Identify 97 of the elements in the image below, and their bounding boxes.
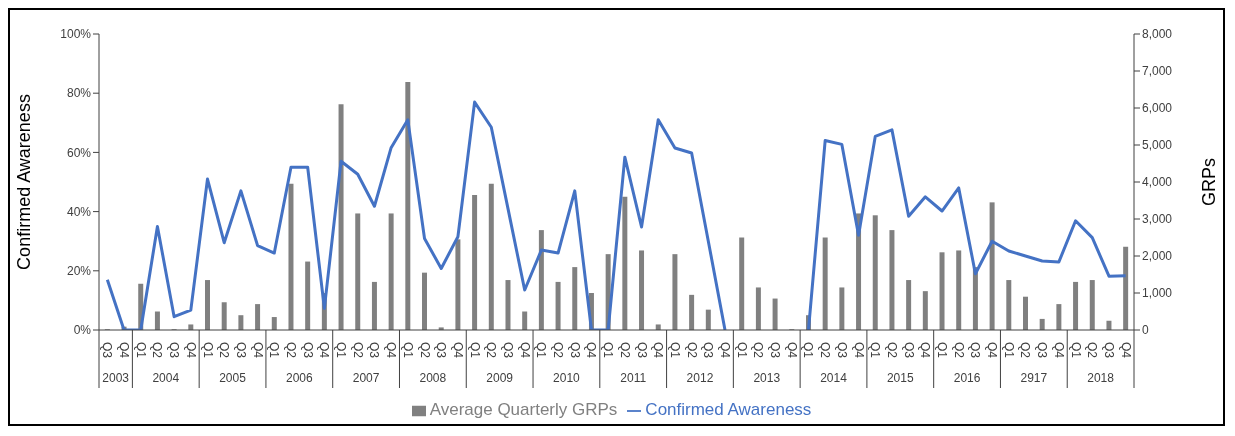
x-tick-label: Q2 [1018, 342, 1033, 359]
text: 2003 [102, 371, 130, 385]
x-tick-label: Q1 [400, 342, 415, 359]
text: 2007 [352, 371, 380, 385]
text: 2013 [753, 371, 781, 385]
x-tick-label: Q1 [1001, 342, 1016, 359]
x-tick-label: Q3 [1035, 342, 1050, 359]
x-tick-label: Q2 [617, 342, 632, 359]
x-tick-label: Q2 [684, 342, 699, 359]
x-tick-label: Q3 [434, 342, 449, 359]
x-tick-label: Q4 [784, 342, 799, 359]
x-tick-label: Q3 [768, 342, 783, 359]
x-tick-label: Q3 [567, 342, 582, 359]
y-tick-label: 100% [60, 27, 92, 42]
y-axis-title: Confirmed Awareness [14, 94, 35, 270]
x-tick-label: Q4 [918, 342, 933, 359]
x-tick-label: Q4 [384, 342, 399, 359]
y2-tick-label: 1,000 [1142, 286, 1173, 301]
text: 2018 [1087, 371, 1115, 385]
text: 2011 [620, 371, 647, 385]
x-tick-label: Q2 [350, 342, 365, 359]
text: 2015 [886, 371, 914, 385]
x-tick-label: Q4 [117, 342, 132, 359]
x-tick-label: Q3 [100, 342, 115, 359]
legend-label: Average Quarterly GRPs [429, 400, 618, 419]
x-tick-label: Q2 [818, 342, 833, 359]
x-tick-label: Q2 [551, 342, 566, 359]
text: 2012 [686, 371, 714, 385]
x-tick-label: Q3 [834, 342, 849, 359]
y2-tick-label: 5,000 [1142, 138, 1173, 153]
x-tick-label: Q4 [317, 342, 332, 359]
text: 2009 [486, 371, 514, 385]
x-tick-label: Q1 [1068, 342, 1083, 359]
x-tick-label: Q1 [467, 342, 482, 359]
x-tick-label: Q1 [534, 342, 549, 359]
text: 2010 [553, 371, 581, 385]
x-tick-label: Q3 [968, 342, 983, 359]
x-tick-label: Q2 [417, 342, 432, 359]
x-tick-label: Q2 [751, 342, 766, 359]
y-tick-label: 60% [66, 145, 92, 160]
y-tick-label: 40% [66, 204, 92, 219]
x-tick-label: Q4 [517, 342, 532, 359]
x-tick-label: Q1 [200, 342, 215, 359]
text: 2016 [953, 371, 981, 385]
x-tick-label: Q1 [868, 342, 883, 359]
x-tick-label: Q3 [367, 342, 382, 359]
x-tick-label: Q3 [1101, 342, 1116, 359]
x-tick-label: Q3 [634, 342, 649, 359]
y-tick-label: 80% [66, 86, 92, 101]
y2-axis-title: GRPs [1199, 157, 1220, 207]
x-tick-label: Q2 [150, 342, 165, 359]
x-tick-label: Q3 [500, 342, 515, 359]
x-tick-label: Q1 [801, 342, 816, 359]
x-tick-label: Q3 [167, 342, 182, 359]
x-tick-label: Q4 [985, 342, 1000, 359]
x-tick-label: Q1 [734, 342, 749, 359]
x-tick-label: Q1 [667, 342, 682, 359]
x-tick-label: Q2 [951, 342, 966, 359]
y2-tick-label: 2,000 [1142, 249, 1173, 264]
y2-tick-label: 7,000 [1142, 64, 1173, 79]
y2-tick-label: 4,000 [1142, 175, 1173, 190]
x-tick-label: Q2 [484, 342, 499, 359]
text: 2004 [152, 371, 180, 385]
x-tick-label: Q1 [133, 342, 148, 359]
x-tick-label: Q4 [651, 342, 666, 359]
x-tick-label: Q4 [1051, 342, 1066, 359]
y-tick-label: 0% [73, 323, 92, 338]
x-tick-label: Q2 [217, 342, 232, 359]
x-tick-label: Q4 [250, 342, 265, 359]
x-tick-label: Q4 [718, 342, 733, 359]
x-tick-label: Q1 [601, 342, 616, 359]
text: 2005 [219, 371, 247, 385]
x-tick-label: Q1 [334, 342, 349, 359]
x-tick-label: Q4 [1118, 342, 1133, 359]
text: 2006 [285, 371, 313, 385]
y-tick-label: 20% [66, 264, 92, 278]
y2-tick-label: 6,000 [1142, 101, 1173, 116]
x-tick-label: Q2 [884, 342, 899, 359]
text: 2008 [419, 371, 447, 385]
x-tick-label: Q2 [283, 342, 298, 359]
x-tick-label: Q4 [584, 342, 599, 359]
x-tick-label: Q1 [267, 342, 282, 359]
y2-tick-label: 3,000 [1142, 212, 1173, 227]
y2-tick-label: 8,000 [1142, 27, 1173, 42]
x-tick-label: Q3 [233, 342, 248, 359]
x-tick-label: Q1 [935, 342, 950, 359]
text: 2917 [1020, 371, 1048, 385]
x-tick-label: Q2 [1085, 342, 1100, 359]
x-tick-label: Q3 [300, 342, 315, 359]
legend-label: Confirmed Awareness [645, 400, 812, 419]
x-tick-label: Q3 [701, 342, 716, 359]
x-tick-label: Q4 [450, 342, 465, 359]
y2-tick-label: 0 [1142, 323, 1149, 338]
text: 2014 [820, 371, 848, 385]
x-tick-label: Q3 [901, 342, 916, 359]
x-tick-label: Q4 [183, 342, 198, 359]
x-tick-label: Q4 [851, 342, 866, 359]
